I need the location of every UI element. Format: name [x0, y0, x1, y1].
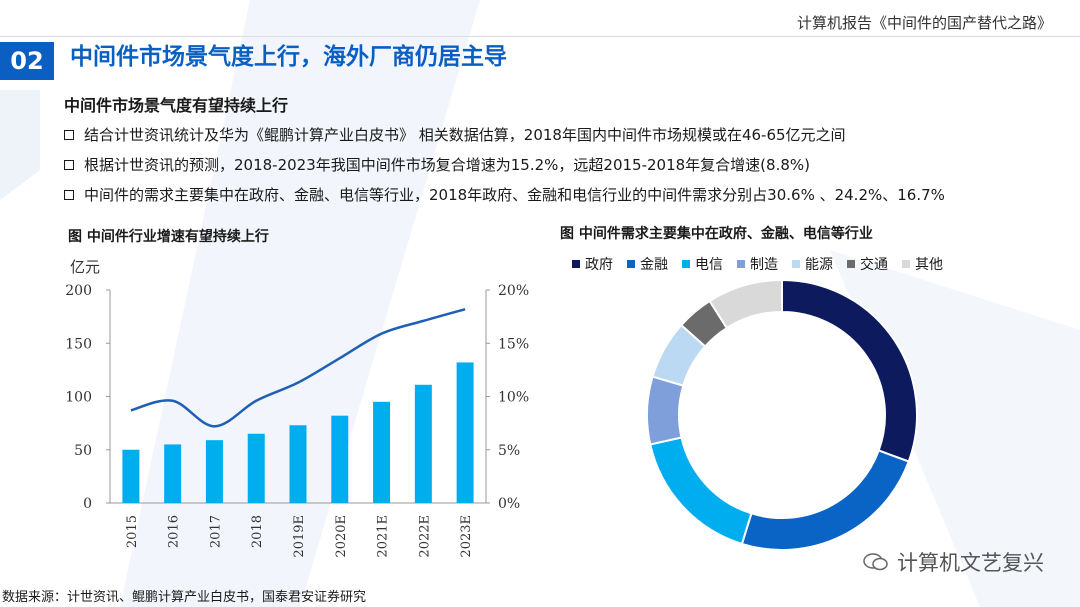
legend-swatch [682, 260, 690, 268]
bullet-item: 中间件的需求主要集中在政府、金融、电信等行业，2018年政府、金融和电信行业的中… [64, 184, 945, 205]
x-tick-label: 2018 [250, 515, 265, 548]
legend-swatch [792, 260, 800, 268]
bar-line-chart: 亿元 0 50 100 150 200 0% 5% 10% 15% 20% 2015 2016 2017 2… [65, 258, 529, 558]
bullet-box-icon [64, 189, 74, 200]
bar [331, 415, 349, 503]
section-badge: 02 [0, 42, 54, 80]
y-axis-label: 亿元 [70, 258, 100, 276]
page-title: 中间件市场景气度上行，海外厂商仍居主导 [70, 44, 507, 70]
donut-legend: 政府 金融 电信 制造 能源 交通 其他 [572, 254, 957, 274]
x-tick-label: 2017 [208, 515, 223, 548]
y-tick-label: 100 [65, 390, 92, 406]
y2-tick-label: 5% [498, 443, 520, 459]
x-tick-label: 2023E [459, 515, 474, 558]
legend-item: 其他 [902, 254, 943, 274]
x-tick-label: 2015 [125, 515, 140, 548]
report-title: 计算机报告《中间件的国产替代之路》 [796, 14, 1052, 32]
y2-tick-label: 20% [498, 283, 529, 299]
wechat-icon [863, 553, 888, 571]
data-source: 数据来源：计世资讯、鲲鹏计算产业白皮书，国泰君安证券研究 [2, 590, 367, 605]
legend-item: 金融 [627, 254, 668, 274]
legend-item: 能源 [792, 254, 833, 274]
donut-slice [646, 375, 685, 446]
legend-swatch [737, 260, 745, 268]
y-tick-label: 200 [65, 283, 92, 299]
bullet-box-icon [64, 129, 74, 140]
legend-swatch [627, 260, 635, 268]
bar [289, 425, 307, 503]
section-subtitle: 中间件市场景气度有望持续上行 [64, 96, 289, 115]
legend-label: 能源 [805, 257, 833, 273]
legend-label: 电信 [695, 257, 723, 273]
bar-chart-title: 图 中间件行业增速有望持续上行 [68, 229, 269, 245]
header-divider [0, 36, 1080, 37]
legend-label: 制造 [750, 257, 778, 273]
donut-slice [649, 436, 753, 546]
bullet-text: 中间件的需求主要集中在政府、金融、电信等行业，2018年政府、金融和电信行业的中… [84, 186, 945, 204]
legend-item: 政府 [572, 254, 613, 274]
bullet-text: 根据计世资讯的预测，2018-2023年我国中间件市场复合增速为15.2%，远超… [84, 156, 810, 174]
y2-tick-label: 10% [498, 390, 529, 406]
legend-label: 其他 [915, 257, 943, 273]
legend-swatch [902, 260, 910, 268]
bar [205, 440, 223, 503]
donut-slice [781, 278, 918, 463]
bar [456, 362, 474, 503]
bar [414, 384, 432, 503]
donut-chart [646, 278, 918, 551]
y-tick-label: 150 [65, 336, 92, 352]
bar [122, 449, 140, 503]
legend-label: 交通 [860, 257, 888, 273]
legend-item: 制造 [737, 254, 778, 274]
donut-chart-title: 图 中间件需求主要集中在政府、金融、电信等行业 [560, 226, 873, 242]
donut-slice [708, 278, 783, 330]
bullet-box-icon [64, 159, 74, 170]
y2-tick-label: 15% [498, 336, 529, 352]
x-tick-label: 2016 [167, 515, 182, 548]
legend-swatch [572, 260, 580, 268]
y-tick-label: 50 [74, 443, 92, 459]
bar [164, 444, 182, 503]
x-tick-label: 2021E [376, 515, 391, 558]
x-tick-label: 2022E [417, 515, 432, 558]
y-tick-label: 0 [83, 496, 92, 512]
legend-label: 金融 [640, 257, 668, 273]
donut-slice [740, 449, 911, 551]
legend-label: 政府 [585, 257, 613, 273]
y2-tick-label: 0% [498, 496, 520, 512]
watermark: 计算机文艺复兴 [863, 547, 1044, 577]
x-tick-label: 2019E [292, 515, 307, 558]
bullet-item: 根据计世资讯的预测，2018-2023年我国中间件市场复合增速为15.2%，远超… [64, 154, 810, 175]
legend-item: 电信 [682, 254, 723, 274]
bar [247, 433, 265, 503]
legend-swatch [847, 260, 855, 268]
bar [373, 401, 391, 503]
x-tick-label: 2020E [334, 515, 349, 558]
legend-item: 交通 [847, 254, 888, 274]
watermark-text: 计算机文艺复兴 [897, 551, 1044, 575]
bullet-item: 结合计世资讯统计及华为《鲲鹏计算产业白皮书》 相关数据估算，2018年国内中间件… [64, 124, 846, 145]
bullet-text: 结合计世资讯统计及华为《鲲鹏计算产业白皮书》 相关数据估算，2018年国内中间件… [84, 126, 846, 144]
growth-line [130, 307, 466, 428]
